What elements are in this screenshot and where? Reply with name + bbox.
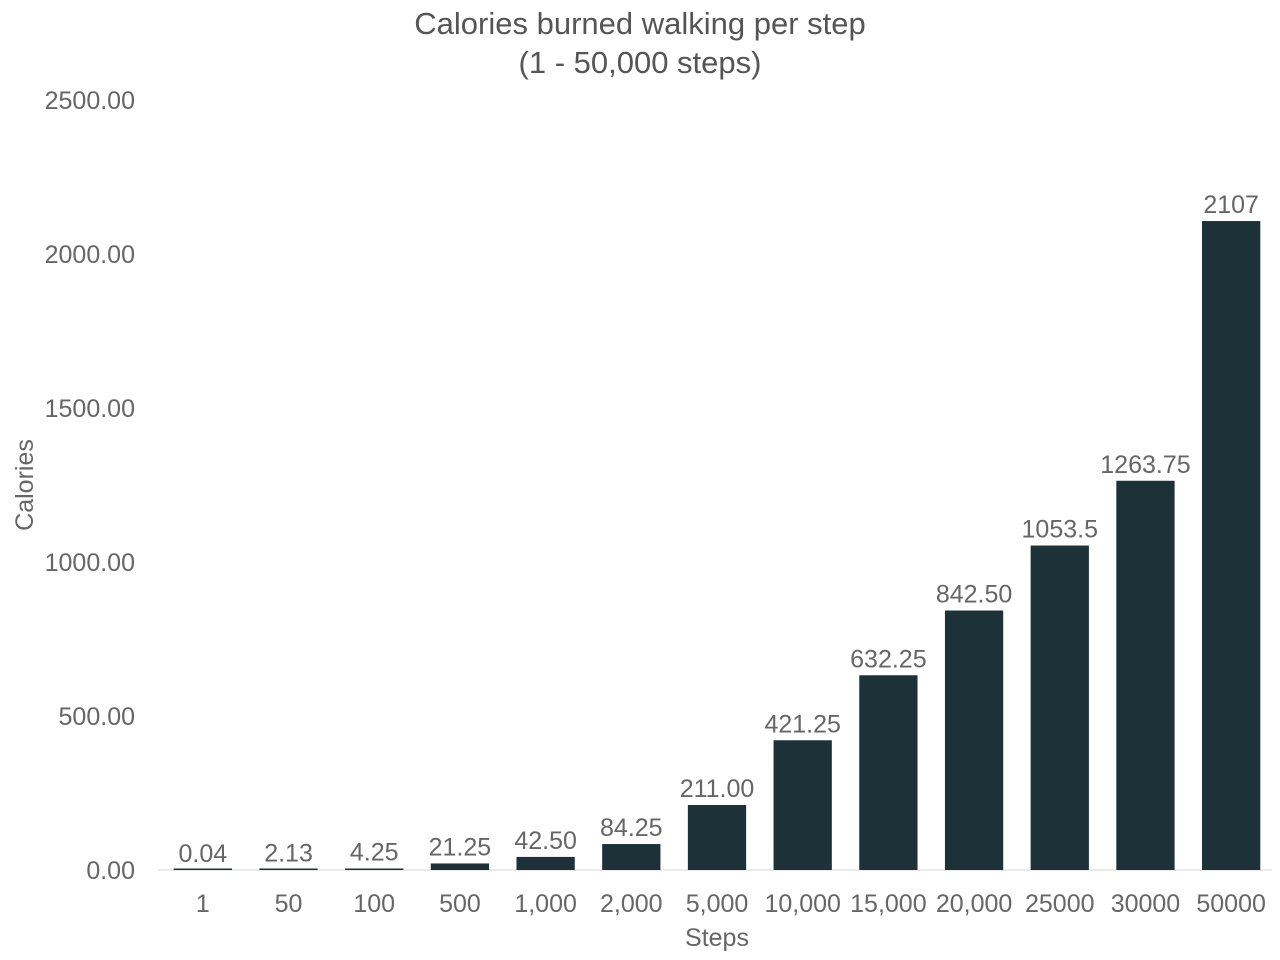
data-label: 1263.75 bbox=[1100, 451, 1190, 479]
data-label: 2107 bbox=[1203, 191, 1259, 219]
bar-5000 bbox=[687, 805, 747, 870]
bar-500 bbox=[430, 863, 490, 870]
x-tick-label: 100 bbox=[353, 890, 395, 918]
data-label: 1053.5 bbox=[1022, 516, 1098, 544]
y-tick-label: 500.00 bbox=[59, 703, 135, 731]
x-tick-label: 10,000 bbox=[764, 890, 840, 918]
bars bbox=[173, 221, 1261, 870]
y-axis-label: Calories bbox=[11, 439, 39, 531]
bar-1 bbox=[173, 868, 232, 870]
x-tick-label: 30000 bbox=[1111, 890, 1181, 918]
data-label: 4.25 bbox=[350, 839, 399, 867]
data-label: 84.25 bbox=[600, 814, 663, 842]
x-tick-label: 1 bbox=[196, 890, 210, 918]
data-label: 0.04 bbox=[179, 840, 228, 868]
x-tick-label: 500 bbox=[439, 890, 481, 918]
bar-1000 bbox=[516, 856, 575, 870]
y-tick-label: 0.00 bbox=[86, 857, 135, 885]
data-label: 2.13 bbox=[264, 839, 313, 867]
y-tick-label: 1000.00 bbox=[45, 549, 135, 577]
data-label: 211.00 bbox=[680, 775, 755, 803]
y-tick-label: 2500.00 bbox=[45, 87, 135, 115]
x-tick-label: 15,000 bbox=[850, 890, 926, 918]
data-label: 842.50 bbox=[936, 581, 1012, 609]
bar-100 bbox=[345, 868, 404, 870]
bar-20000 bbox=[944, 610, 1004, 870]
data-labels: 0.04 2.13 4.25 21.25 42.50 84.25 211.00 421.25 6… bbox=[179, 191, 1259, 868]
y-axis-ticks: 0.00 500.00 1000.00 1500.00 2000.00 2500.00 bbox=[45, 87, 135, 885]
x-tick-label: 25000 bbox=[1025, 890, 1095, 918]
bar-15000 bbox=[859, 675, 918, 870]
y-tick-label: 1500.00 bbox=[45, 395, 135, 423]
bar-30000 bbox=[1116, 480, 1175, 870]
bar-10000 bbox=[773, 740, 832, 870]
data-label: 632.25 bbox=[850, 645, 926, 673]
x-axis-label: Steps bbox=[685, 924, 749, 952]
chart-title-line-2: (1 - 50,000 steps) bbox=[519, 45, 762, 80]
x-tick-label: 5,000 bbox=[686, 890, 749, 918]
chart-title: Calories burned walking per step (1 - 50… bbox=[414, 6, 865, 80]
y-tick-label: 2000.00 bbox=[45, 241, 135, 269]
chart-title-line-1: Calories burned walking per step bbox=[414, 6, 865, 41]
x-axis-ticks: 1 50 100 500 1,000 2,000 5,000 10,000 15,000 20,0… bbox=[196, 890, 1266, 918]
bar-50000 bbox=[1202, 221, 1261, 870]
x-tick-label: 20,000 bbox=[936, 890, 1012, 918]
x-tick-label: 2,000 bbox=[600, 890, 663, 918]
x-tick-label: 1,000 bbox=[514, 890, 577, 918]
data-label: 21.25 bbox=[429, 833, 492, 861]
bar-50 bbox=[259, 868, 318, 870]
x-tick-label: 50000 bbox=[1196, 890, 1266, 918]
data-label: 421.25 bbox=[764, 710, 840, 738]
bar-25000 bbox=[1030, 545, 1089, 870]
data-label: 42.50 bbox=[514, 827, 577, 855]
bar-2000 bbox=[602, 844, 661, 870]
x-tick-label: 50 bbox=[275, 890, 303, 918]
